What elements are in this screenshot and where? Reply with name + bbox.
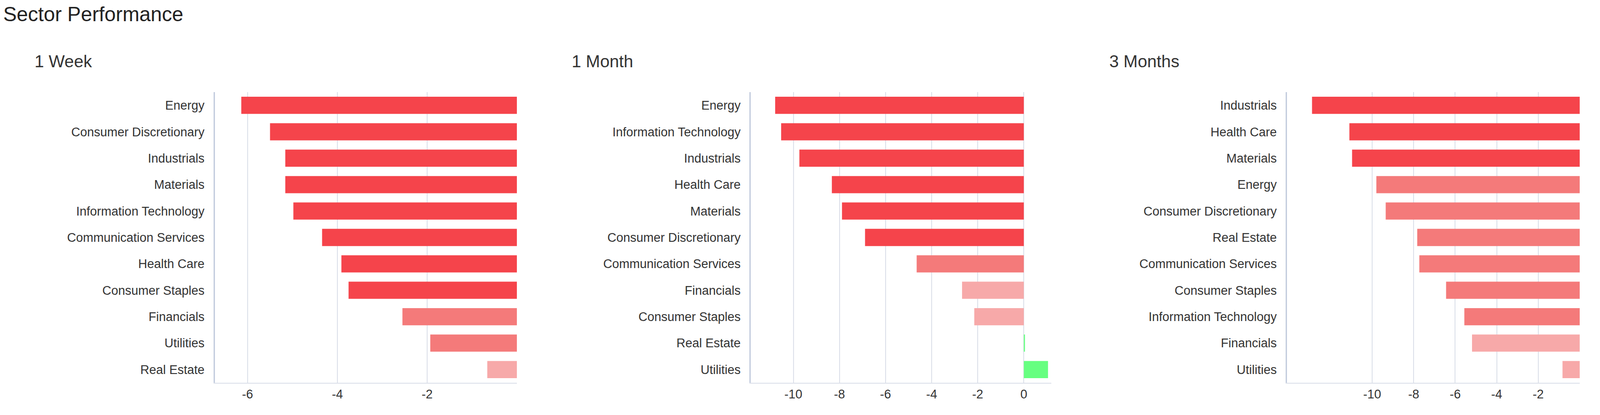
svg-text:Financials: Financials	[684, 283, 742, 298]
svg-text:Real Estate: Real Estate	[140, 362, 205, 377]
svg-text:-6: -6	[1449, 387, 1461, 401]
svg-text:-2: -2	[972, 387, 984, 401]
svg-text:-2: -2	[421, 387, 433, 401]
svg-text:Energy: Energy	[1237, 177, 1277, 192]
svg-text:Information Technology: Information Technology	[76, 204, 205, 219]
svg-text:Health Care: Health Care	[1210, 125, 1277, 140]
svg-text:1 Week: 1 Week	[34, 52, 93, 71]
svg-text:Consumer Staples: Consumer Staples	[102, 283, 205, 298]
svg-text:Communication Services: Communication Services	[1139, 256, 1277, 271]
svg-text:Energy: Energy	[701, 98, 742, 113]
svg-text:Industrials: Industrials	[147, 151, 205, 166]
svg-text:-8: -8	[834, 387, 846, 401]
svg-text:Real Estate: Real Estate	[1212, 230, 1277, 245]
svg-text:Communication Services: Communication Services	[602, 256, 741, 271]
svg-text:Materials: Materials	[154, 177, 205, 192]
svg-text:Financials: Financials	[1220, 336, 1277, 350]
svg-text:1 Month: 1 Month	[571, 52, 634, 71]
svg-text:-10: -10	[784, 387, 803, 401]
svg-text:Utilities: Utilities	[1236, 362, 1277, 377]
svg-text:-4: -4	[331, 387, 343, 401]
svg-text:-2: -2	[1532, 387, 1544, 401]
svg-text:Utilities: Utilities	[700, 362, 741, 377]
svg-text:Communication Services: Communication Services	[67, 230, 205, 245]
svg-text:-6: -6	[880, 387, 892, 401]
svg-text:Consumer Staples: Consumer Staples	[638, 309, 741, 324]
svg-text:Industrials: Industrials	[1220, 98, 1277, 113]
svg-text:Real Estate: Real Estate	[676, 336, 742, 350]
svg-text:Health Care: Health Care	[138, 256, 205, 271]
svg-text:-6: -6	[242, 387, 254, 401]
svg-text:Utilities: Utilities	[164, 336, 205, 350]
svg-text:Health Care: Health Care	[674, 177, 741, 192]
svg-text:-4: -4	[926, 387, 938, 401]
svg-text:-8: -8	[1408, 387, 1420, 401]
svg-text:Information Technology: Information Technology	[1148, 309, 1277, 324]
svg-text:0: 0	[1020, 387, 1028, 401]
svg-text:Sector Performance: Sector Performance	[3, 2, 184, 26]
svg-text:Consumer Staples: Consumer Staples	[1174, 283, 1277, 298]
svg-text:-4: -4	[1491, 387, 1503, 401]
svg-text:Information Technology: Information Technology	[612, 125, 741, 140]
svg-text:-10: -10	[1363, 387, 1382, 401]
svg-text:Consumer Discretionary: Consumer Discretionary	[1143, 204, 1277, 219]
svg-text:Materials: Materials	[690, 204, 742, 219]
svg-text:Consumer Discretionary: Consumer Discretionary	[607, 230, 741, 245]
svg-text:Materials: Materials	[1226, 151, 1277, 166]
svg-text:Industrials: Industrials	[684, 151, 741, 166]
svg-text:Energy: Energy	[165, 98, 205, 113]
svg-text:Consumer Discretionary: Consumer Discretionary	[71, 125, 205, 140]
svg-text:Financials: Financials	[148, 309, 205, 324]
svg-text:3 Months: 3 Months	[1109, 52, 1180, 71]
